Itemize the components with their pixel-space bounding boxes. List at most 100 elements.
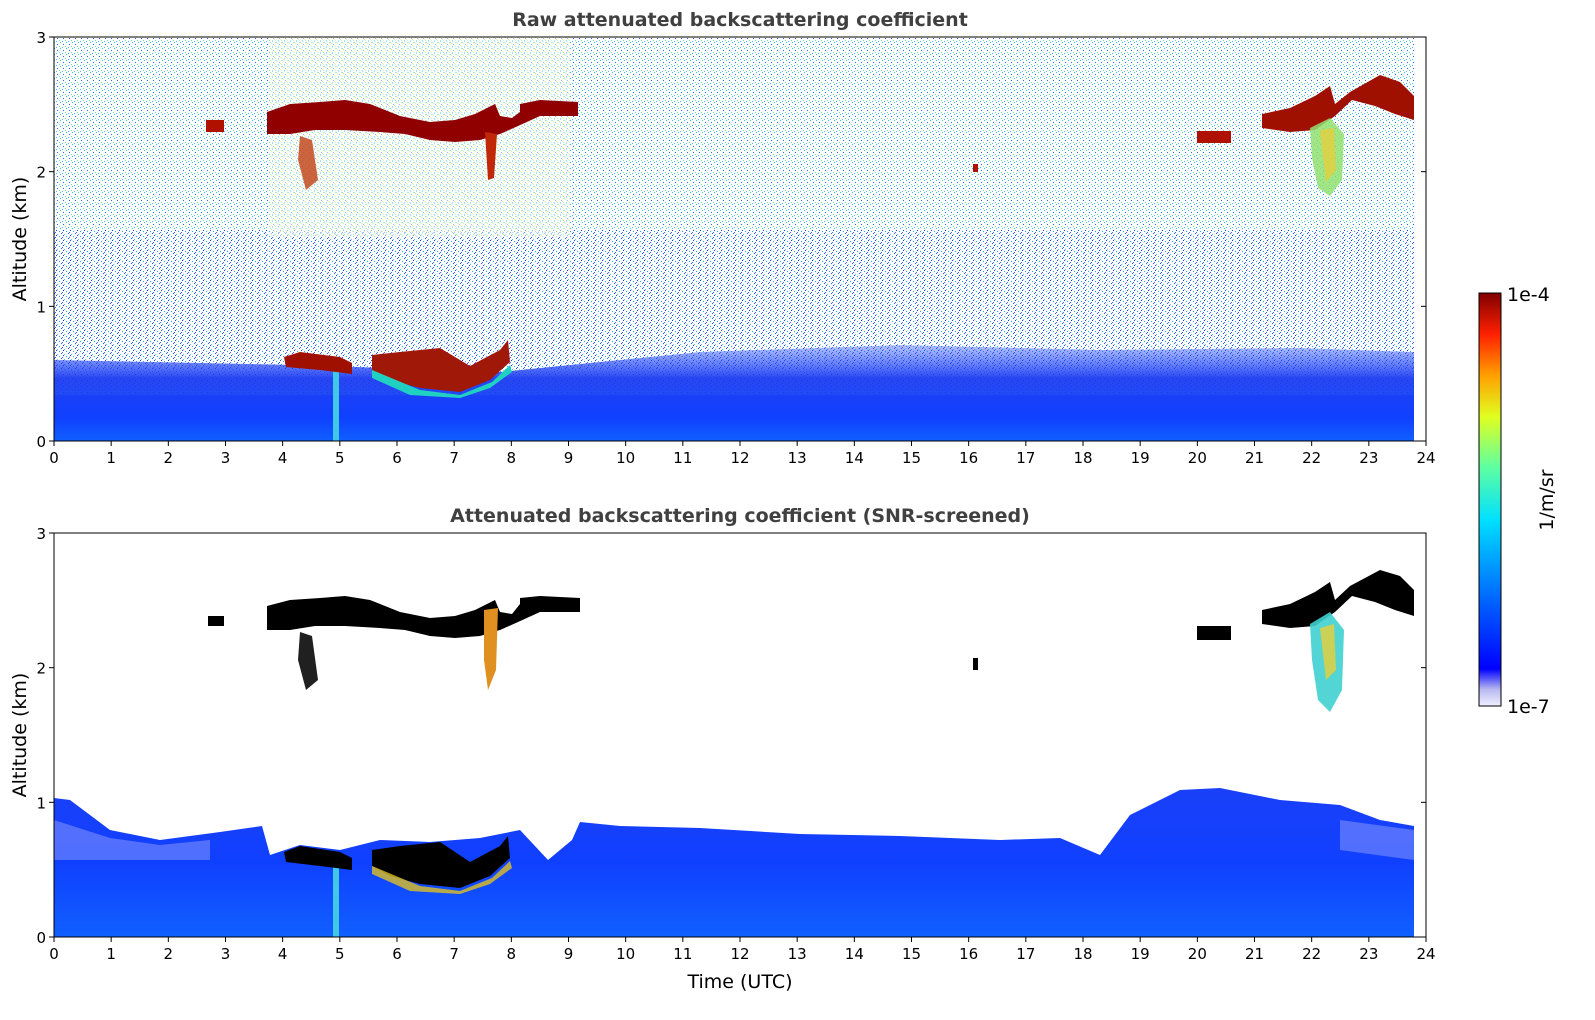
x-tick-label: 11 bbox=[673, 945, 692, 963]
x-tick-label: 6 bbox=[392, 945, 402, 963]
x-tick-label: 3 bbox=[221, 449, 231, 467]
x-tick-label: 2 bbox=[164, 945, 174, 963]
x-tick-label: 4 bbox=[278, 945, 288, 963]
x-tick-label: 1 bbox=[106, 945, 116, 963]
heatmap-area bbox=[54, 533, 1426, 937]
x-tick-label: 8 bbox=[507, 449, 517, 467]
x-tick-label: 11 bbox=[673, 449, 692, 467]
cloud-low-edge bbox=[372, 861, 512, 894]
cloud-high-1 bbox=[267, 596, 580, 638]
x-tick-label: 15 bbox=[902, 449, 921, 467]
chart-title: Raw attenuated backscattering coefficien… bbox=[512, 9, 968, 31]
noise-field-lower bbox=[54, 230, 1414, 370]
colorbar-gradient bbox=[1478, 292, 1502, 707]
colorbar-min-label: 1e-7 bbox=[1507, 696, 1550, 718]
x-tick-label: 22 bbox=[1302, 945, 1321, 963]
x-tick-label: 1 bbox=[106, 449, 116, 467]
x-tick-label: 22 bbox=[1302, 449, 1321, 467]
x-tick-label: 9 bbox=[564, 945, 574, 963]
x-tick-label: 2 bbox=[164, 449, 174, 467]
y-axis-label: Altitude (km) bbox=[9, 673, 31, 798]
y-tick-label: 3 bbox=[36, 29, 46, 47]
x-tick-label: 9 bbox=[564, 449, 574, 467]
cloud-small-1 bbox=[208, 616, 224, 626]
boundary-layer-haze-right bbox=[1340, 820, 1414, 860]
raw-backscatter-panel: Raw attenuated backscattering coefficien… bbox=[9, 9, 1436, 467]
cloud-layers bbox=[206, 75, 1414, 398]
cloud-high-virga-1 bbox=[298, 632, 318, 690]
x-tick-label: 18 bbox=[1073, 449, 1092, 467]
x-tick-label: 4 bbox=[278, 449, 288, 467]
x-tick-label: 7 bbox=[449, 945, 459, 963]
cloud-small-2 bbox=[973, 164, 978, 172]
x-tick-label: 17 bbox=[1016, 449, 1035, 467]
boundary-layer-haze bbox=[54, 820, 210, 860]
y-tick-label: 0 bbox=[36, 929, 46, 947]
virga-core bbox=[1320, 624, 1336, 680]
x-tick-label: 19 bbox=[1131, 449, 1150, 467]
cloud-small-2 bbox=[973, 658, 978, 670]
y-tick-label: 2 bbox=[36, 660, 46, 678]
boundary-layer-core bbox=[54, 395, 1414, 441]
vertical-stripe bbox=[333, 860, 339, 937]
x-tick-label: 16 bbox=[959, 449, 978, 467]
x-axis: 0 1 2 3 4 5 6 7 8 9 10 11 12 13 14 15 16 17 18 19 20 21 22 23 24 bbox=[49, 441, 1436, 467]
x-tick-label: 7 bbox=[449, 449, 459, 467]
y-tick-label: 3 bbox=[36, 525, 46, 543]
cloud-low-2 bbox=[372, 836, 510, 888]
x-tick-label: 0 bbox=[49, 449, 59, 467]
colorbar-max-label: 1e-4 bbox=[1507, 284, 1550, 306]
cloud-low-2 bbox=[372, 340, 510, 392]
x-tick-label: 12 bbox=[730, 945, 749, 963]
colorbar: 1e-4 1e-7 1/m/sr bbox=[1478, 284, 1558, 718]
x-axis-label: Time (UTC) bbox=[686, 971, 792, 993]
x-tick-label: 24 bbox=[1416, 945, 1435, 963]
x-tick-label: 23 bbox=[1359, 945, 1378, 963]
y-tick-label: 2 bbox=[36, 164, 46, 182]
cloud-low-1 bbox=[284, 846, 352, 870]
x-tick-label: 17 bbox=[1016, 945, 1035, 963]
x-tick-label: 20 bbox=[1188, 945, 1207, 963]
y-axis-label: Altitude (km) bbox=[9, 177, 31, 302]
x-tick-label: 23 bbox=[1359, 449, 1378, 467]
x-tick-label: 20 bbox=[1188, 449, 1207, 467]
x-tick-label: 5 bbox=[335, 449, 345, 467]
x-tick-label: 21 bbox=[1245, 449, 1264, 467]
x-tick-label: 13 bbox=[788, 945, 807, 963]
cloud-small-3 bbox=[1197, 131, 1231, 143]
x-tick-label: 24 bbox=[1416, 449, 1435, 467]
x-tick-label: 15 bbox=[902, 945, 921, 963]
cloud-low-edge bbox=[372, 365, 512, 398]
vertical-stripe bbox=[333, 370, 339, 441]
cloud-high-1 bbox=[267, 100, 578, 142]
cloud-small-3 bbox=[1197, 626, 1231, 640]
heatmap-area bbox=[54, 37, 1414, 441]
x-tick-label: 21 bbox=[1245, 945, 1264, 963]
x-tick-label: 13 bbox=[788, 449, 807, 467]
x-tick-label: 14 bbox=[845, 945, 864, 963]
x-tick-label: 19 bbox=[1131, 945, 1150, 963]
x-tick-label: 16 bbox=[959, 945, 978, 963]
y-tick-label: 1 bbox=[36, 794, 46, 812]
y-tick-label: 0 bbox=[36, 433, 46, 451]
cloud-high-2 bbox=[1262, 75, 1414, 132]
x-axis: 0 1 2 3 4 5 6 7 8 9 10 11 12 13 14 15 16 17 18 19 20 21 22 23 24 bbox=[49, 937, 1436, 963]
y-axis: 0 1 2 3 bbox=[36, 525, 1426, 947]
cloud-high-virga-1 bbox=[298, 136, 318, 190]
x-tick-label: 14 bbox=[845, 449, 864, 467]
x-tick-label: 12 bbox=[730, 449, 749, 467]
colorbar-unit-label: 1/m/sr bbox=[1536, 469, 1558, 530]
virga-core bbox=[1320, 128, 1336, 182]
cloud-small-1 bbox=[206, 120, 224, 132]
x-tick-label: 6 bbox=[392, 449, 402, 467]
boundary-layer-aerosol bbox=[54, 788, 1414, 937]
y-tick-label: 1 bbox=[36, 298, 46, 316]
snr-screened-panel: Attenuated backscattering coefficient (S… bbox=[9, 505, 1436, 993]
y-axis: 0 1 2 3 bbox=[36, 29, 1426, 451]
cloud-low-1 bbox=[284, 352, 352, 374]
cloud-layers bbox=[208, 570, 1414, 894]
x-tick-label: 10 bbox=[616, 945, 635, 963]
x-tick-label: 10 bbox=[616, 449, 635, 467]
x-tick-label: 0 bbox=[49, 945, 59, 963]
